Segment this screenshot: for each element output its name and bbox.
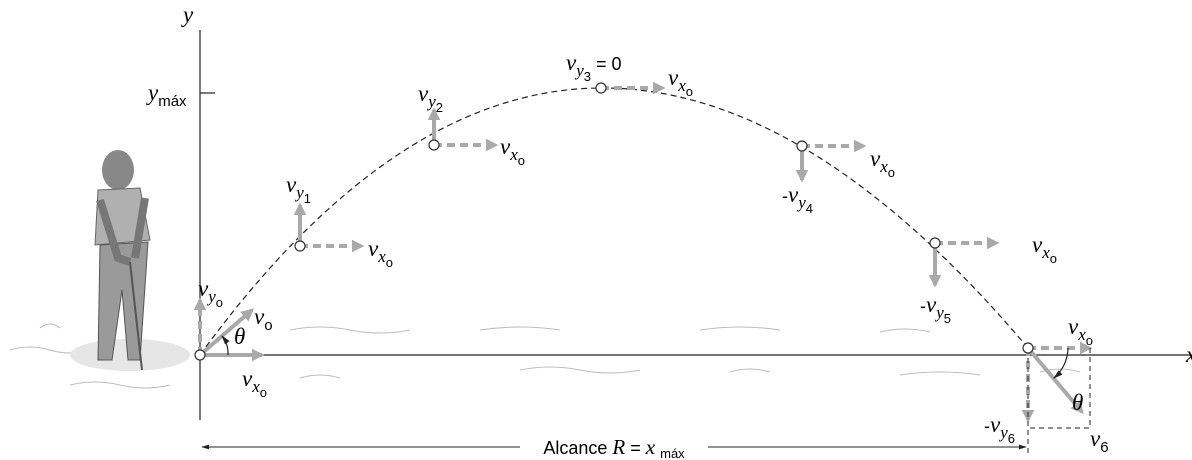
label-main: v	[1032, 232, 1043, 257]
label: vo	[254, 304, 273, 334]
label-subsub: o	[1050, 251, 1057, 266]
label-subsub: 4	[806, 201, 813, 216]
label-main: v	[566, 50, 577, 75]
label: θ	[1072, 390, 1083, 415]
label: vyo	[198, 276, 223, 310]
label-main: v	[1090, 426, 1101, 451]
label: -vy5	[920, 292, 951, 326]
label-sub: y	[206, 287, 216, 306]
label-main: v	[198, 276, 209, 301]
label-sub: x	[251, 377, 260, 396]
label: y	[181, 2, 194, 27]
label-subsub: 1	[304, 191, 311, 206]
label-subsub: o	[1086, 333, 1093, 348]
label-main: y	[146, 80, 159, 105]
label: vy1	[286, 172, 311, 206]
label-subsub: 2	[436, 100, 443, 115]
angle-arc	[1053, 347, 1069, 379]
label-main: v	[1068, 314, 1079, 339]
range-x: x	[645, 435, 656, 459]
label-sub: y	[574, 61, 584, 80]
label-main: v	[788, 182, 799, 207]
label-main: θ	[234, 324, 245, 349]
label-sub: x	[879, 157, 888, 176]
label-sub: y	[426, 92, 436, 111]
label: -vy4	[782, 182, 813, 216]
label-main: x	[1185, 342, 1192, 367]
label: vy2	[418, 81, 443, 115]
label-main: θ	[1072, 390, 1083, 415]
label-sub: y	[934, 303, 944, 322]
label: vxo	[1068, 314, 1093, 348]
label-sub: x	[1041, 243, 1050, 262]
trajectory	[199, 87, 1029, 356]
label-prefix: -	[782, 186, 788, 206]
label-prefix: -	[920, 296, 926, 316]
label: θ	[234, 324, 245, 349]
label-main: v	[368, 236, 379, 261]
label-main: v	[286, 172, 297, 197]
label-main: v	[668, 65, 679, 90]
label: v6	[1090, 426, 1109, 456]
label: vxo	[1032, 232, 1057, 266]
label-main: v	[990, 412, 1001, 437]
label-prefix: -	[984, 416, 990, 436]
label: vxo	[500, 134, 525, 168]
label-main: v	[926, 292, 937, 317]
label: vxo	[368, 236, 393, 270]
label: x	[1185, 342, 1192, 367]
label-subsub: o	[518, 153, 525, 168]
label-main: v	[500, 134, 511, 159]
label-subsub: o	[260, 385, 267, 400]
label-subsub: o	[686, 84, 693, 99]
label-subsub: 6	[1008, 431, 1015, 446]
label-subsub: o	[386, 255, 393, 270]
label-main: v	[870, 146, 881, 171]
label-sub: y	[796, 193, 806, 212]
component-box	[1028, 348, 1091, 429]
label-subsub: o	[216, 295, 223, 310]
grass	[9, 323, 1081, 389]
label: -vy6	[984, 412, 1015, 446]
label-sub: x	[509, 145, 518, 164]
label-sub: y	[998, 423, 1008, 442]
label: vxo	[242, 366, 267, 400]
balls	[194, 82, 1034, 361]
label: vxo	[870, 146, 895, 180]
velocity-arrows	[193, 81, 1093, 423]
label-main: y	[181, 2, 194, 27]
label-sub: o	[264, 317, 272, 334]
label-subsub: o	[888, 165, 895, 180]
label: vy3 = 0	[566, 50, 622, 84]
golfer	[70, 150, 190, 371]
label-main: v	[254, 304, 265, 329]
label-sub: máx	[158, 93, 187, 110]
label-sub: x	[1077, 325, 1086, 344]
label-suffix: = 0	[591, 54, 622, 74]
label: ymáx	[146, 80, 187, 110]
label-subsub: 3	[584, 69, 591, 84]
label-subsub: 5	[944, 311, 951, 326]
label-sub: x	[677, 76, 686, 95]
range-var: R	[611, 435, 625, 459]
range-sub: máx	[660, 446, 685, 460]
label: vxo	[668, 65, 693, 99]
label-sub: x	[377, 247, 386, 266]
label-sub: y	[294, 183, 304, 202]
range-eq: =	[630, 438, 641, 458]
label-main: v	[418, 81, 429, 106]
label-sub: 6	[1100, 439, 1108, 456]
range-label: Alcance R = x máx	[543, 435, 685, 460]
label-main: v	[242, 366, 253, 391]
angle-arc	[221, 335, 230, 356]
range-prefix: Alcance	[543, 438, 607, 458]
